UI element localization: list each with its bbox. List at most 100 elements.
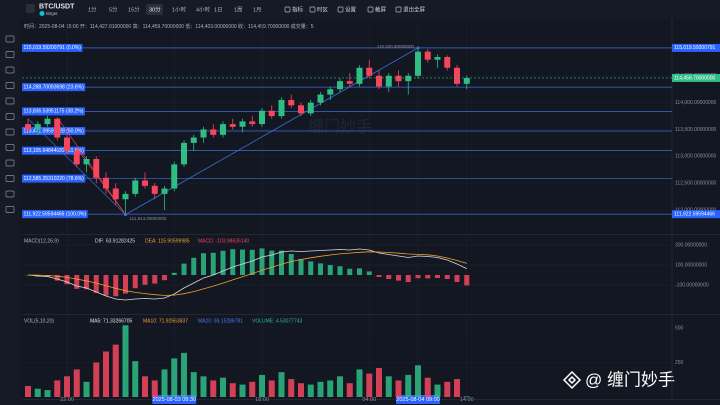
macd-bar xyxy=(64,275,70,285)
macd-bar xyxy=(132,275,138,289)
volume-bar xyxy=(366,373,373,397)
vol-legend: VOLUME: 4.53077743 xyxy=(252,318,303,324)
y-tick-label: 113,500.00000000 xyxy=(675,127,717,133)
timeframe-button[interactable]: 1月 xyxy=(253,6,262,13)
drawing-tool-icon[interactable] xyxy=(5,82,15,89)
volume-bar xyxy=(278,372,285,397)
candle-body xyxy=(171,164,178,189)
drawing-tool-icon[interactable] xyxy=(5,175,15,182)
fib-label-bg xyxy=(22,127,86,136)
macd-bar xyxy=(74,275,80,289)
volume-bar xyxy=(268,380,275,397)
drawing-tool-icon[interactable] xyxy=(5,35,15,43)
volume-bar xyxy=(112,344,119,397)
timeframe-button[interactable]: 4小时 xyxy=(196,5,211,13)
logo-text: @ 缠门妙手 xyxy=(585,370,675,389)
top-bar xyxy=(0,0,720,19)
macd-tick-label: 300.00000000 xyxy=(675,242,707,248)
timeframe-button[interactable]: 15分 xyxy=(128,5,140,13)
candle-body xyxy=(142,180,148,186)
vol-tick-label: 500 xyxy=(675,325,684,331)
macd-bar xyxy=(279,250,284,275)
candle-body xyxy=(181,142,187,165)
macd-bar xyxy=(113,275,119,297)
macd-bar xyxy=(396,275,401,281)
timeframe-button[interactable]: 1日 xyxy=(214,6,223,13)
macd-bar xyxy=(230,249,236,275)
macd-bar xyxy=(93,275,99,293)
macd-bar xyxy=(162,275,167,281)
volume-bar xyxy=(151,380,158,397)
timeframe-button[interactable]: 5分 xyxy=(109,5,118,13)
drawing-tool-icon[interactable] xyxy=(5,206,15,213)
macd-bar xyxy=(327,265,333,275)
vol-tick-label: 250 xyxy=(675,360,684,366)
candle-body xyxy=(200,129,207,138)
volume-bar xyxy=(142,376,148,397)
tool-button[interactable]: 时区 xyxy=(317,5,329,13)
drawing-tool-icon[interactable] xyxy=(5,190,15,198)
drawing-tool-icon[interactable] xyxy=(5,113,15,120)
candle-body xyxy=(103,177,109,189)
candle-body xyxy=(405,75,412,82)
volume-bar xyxy=(210,380,217,397)
macd-bar xyxy=(45,275,50,277)
back-icon[interactable] xyxy=(26,4,35,13)
volume-bar xyxy=(376,368,382,397)
drawing-tool-icon[interactable] xyxy=(5,66,15,74)
candle-body xyxy=(83,158,90,165)
macd-bar xyxy=(240,249,245,275)
drawing-tool-icon[interactable] xyxy=(5,97,15,105)
tool-button[interactable]: 指标 xyxy=(292,5,304,13)
macd-bar xyxy=(220,250,226,275)
last-price-bg xyxy=(672,73,720,82)
candle-body xyxy=(54,118,61,138)
fib-label: 111,922.59594466 (100.0%) xyxy=(24,211,87,217)
tool-icon xyxy=(395,6,402,13)
macd-tick-label: 100.00000000 xyxy=(675,262,707,268)
timeframe-button[interactable]: 1周 xyxy=(234,6,243,13)
tool-button[interactable]: 截屏 xyxy=(375,5,387,13)
vol-title: VOL(5,10,20) xyxy=(24,318,54,324)
macd-legend: MACD: -103.98635140 xyxy=(198,238,249,244)
volume-bar xyxy=(181,352,187,397)
extreme-label: 111,914.00000000 xyxy=(130,216,167,221)
macd-legend: DIF: 63.91282425 xyxy=(95,238,135,244)
candle-body xyxy=(34,124,41,130)
candle-body xyxy=(249,121,256,125)
symbol: BTC/USDT xyxy=(39,3,75,10)
macd-title: MACD(12,26,9) xyxy=(24,238,59,244)
fib-label: 113,836.53951175 (38.2%) xyxy=(24,109,84,115)
macd-bar xyxy=(288,254,294,275)
drawing-tool-icon[interactable] xyxy=(5,144,15,151)
volume-bar xyxy=(93,362,100,397)
candle-body xyxy=(132,180,139,194)
drawing-tool-icon[interactable] xyxy=(5,128,15,136)
macd-legend: DEA: 115.90599985 xyxy=(145,238,190,244)
tool-button[interactable]: 退出全屏 xyxy=(403,5,426,13)
volume-bar xyxy=(463,396,470,397)
timeframe-button[interactable]: 1分 xyxy=(88,5,97,13)
candle-body xyxy=(346,81,353,84)
macd-bar xyxy=(191,257,197,275)
drawing-tool-icon[interactable] xyxy=(5,51,15,58)
x-tick-highlight xyxy=(152,395,197,404)
volume-bar xyxy=(103,351,109,397)
exchange: Bitget xyxy=(46,11,58,16)
volume-bar xyxy=(288,379,295,397)
volume-bar xyxy=(424,377,431,397)
candle-body xyxy=(151,185,158,194)
candle-body xyxy=(259,110,265,125)
candle-body xyxy=(307,102,314,114)
tool-button[interactable]: 设置 xyxy=(345,5,357,13)
timeframe-button[interactable]: 1小时 xyxy=(172,5,187,13)
volume-bar xyxy=(385,376,392,397)
volume-bar xyxy=(44,390,51,397)
volume-bar xyxy=(415,365,421,397)
drawing-tool-icon[interactable] xyxy=(5,159,15,167)
candle-body xyxy=(64,137,70,151)
timeframe-button[interactable]: 30分 xyxy=(149,5,161,13)
macd-bar xyxy=(249,249,255,275)
fib-label: 113,471.09597628 (50.0%) xyxy=(24,128,85,134)
fib-label-bg xyxy=(22,107,85,116)
